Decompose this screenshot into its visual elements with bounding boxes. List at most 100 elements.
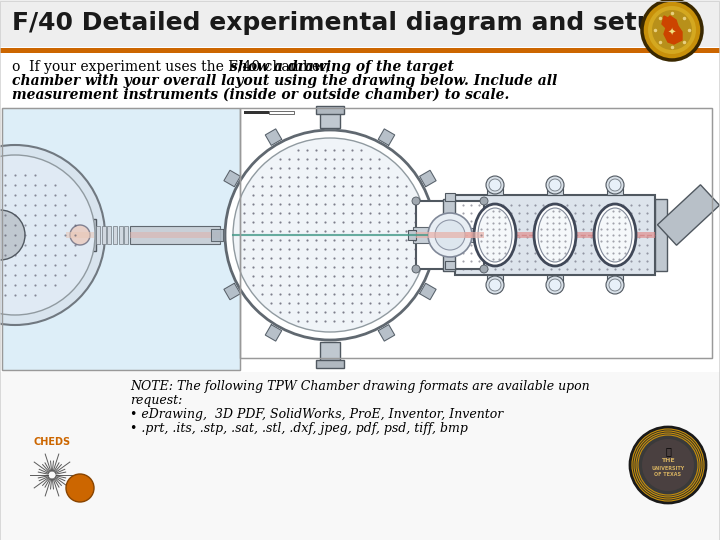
Ellipse shape [534, 204, 576, 266]
Text: measurement instruments (inside or outside chamber) to scale.: measurement instruments (inside or outsi… [12, 88, 509, 102]
Text: ✦: ✦ [668, 28, 676, 38]
Polygon shape [224, 284, 240, 300]
Bar [484, 230, 492, 240]
Circle shape [630, 427, 706, 503]
Bar [320, 342, 340, 360]
Ellipse shape [598, 208, 632, 262]
Bar [416, 201, 484, 269]
Circle shape [435, 220, 465, 250]
Polygon shape [324, 116, 336, 128]
Bar [0, 48, 720, 53]
Polygon shape [420, 284, 436, 300]
Ellipse shape [474, 204, 516, 266]
Text: request:: request: [130, 394, 182, 407]
Circle shape [0, 145, 105, 325]
Circle shape [70, 225, 90, 245]
Bar [316, 106, 344, 114]
Circle shape [546, 176, 564, 194]
Polygon shape [657, 185, 719, 245]
Bar [320, 110, 340, 128]
Bar [455, 232, 655, 238]
Bar [96, 226, 100, 244]
Circle shape [66, 474, 94, 502]
Circle shape [609, 279, 621, 291]
Circle shape [642, 439, 694, 491]
Text: show a drawing of the target: show a drawing of the target [230, 60, 454, 74]
Circle shape [428, 213, 472, 257]
Text: chamber with your overall layout using the drawing below. Include all: chamber with your overall layout using t… [12, 74, 557, 88]
Circle shape [606, 176, 624, 194]
Circle shape [609, 179, 621, 191]
Polygon shape [378, 325, 395, 341]
Bar [413, 227, 442, 243]
Circle shape [480, 197, 488, 205]
Polygon shape [420, 170, 436, 187]
Circle shape [549, 179, 561, 191]
Text: F/40 Detailed experimental diagram and setup: F/40 Detailed experimental diagram and s… [12, 11, 672, 35]
Circle shape [549, 279, 561, 291]
Bar [240, 108, 712, 358]
Bar [455, 195, 655, 275]
Text: NOTE: The following TPW Chamber drawing formats are available upon: NOTE: The following TPW Chamber drawing … [130, 380, 590, 393]
Circle shape [606, 276, 624, 294]
Bar [443, 199, 455, 271]
Text: 🤘: 🤘 [665, 446, 671, 456]
Polygon shape [265, 325, 282, 341]
Circle shape [486, 176, 504, 194]
Bar [102, 226, 106, 244]
Bar [119, 226, 122, 244]
Bar [445, 193, 455, 201]
Text: CHEDS: CHEDS [33, 437, 71, 447]
Bar [607, 185, 623, 195]
Bar [269, 111, 294, 114]
Polygon shape [265, 129, 282, 145]
Bar [2, 108, 240, 370]
Bar [125, 226, 128, 244]
Circle shape [412, 265, 420, 273]
Bar [0, 210, 25, 260]
Bar [487, 275, 503, 285]
Bar [0, 0, 720, 47]
Bar [607, 275, 623, 285]
Polygon shape [224, 170, 240, 187]
Text: THE: THE [661, 458, 675, 463]
Bar [113, 226, 117, 244]
Ellipse shape [594, 204, 636, 266]
Text: UNIVERSITY: UNIVERSITY [652, 465, 685, 470]
Polygon shape [437, 229, 449, 241]
Circle shape [486, 276, 504, 294]
Bar [75, 251, 85, 263]
Text: OF TEXAS: OF TEXAS [654, 471, 682, 476]
Circle shape [546, 276, 564, 294]
Text: • .prt, .its, .stp, .sat, .stl, .dxf, jpeg, pdf, psd, tiff, bmp: • .prt, .its, .stp, .sat, .stl, .dxf, jp… [130, 422, 468, 435]
Bar [443, 228, 492, 242]
Ellipse shape [478, 208, 512, 262]
Circle shape [225, 130, 435, 340]
Circle shape [652, 10, 692, 50]
Bar [487, 185, 503, 195]
Bar [130, 232, 220, 238]
Circle shape [480, 265, 488, 273]
Circle shape [0, 155, 95, 315]
Bar [240, 108, 712, 358]
Circle shape [0, 210, 25, 260]
Circle shape [489, 179, 501, 191]
Text: • eDrawing,  3D PDF, SolidWorks, ProE, Inventor, Inventor: • eDrawing, 3D PDF, SolidWorks, ProE, In… [130, 408, 503, 421]
Polygon shape [211, 229, 223, 241]
Bar [107, 226, 112, 244]
Circle shape [648, 6, 696, 54]
Ellipse shape [538, 208, 572, 262]
Circle shape [233, 138, 427, 332]
Bar [22, 225, 72, 245]
Bar [408, 230, 416, 240]
Bar [416, 232, 484, 238]
Circle shape [636, 433, 700, 497]
Polygon shape [324, 342, 336, 354]
Bar [547, 275, 563, 285]
Circle shape [412, 197, 420, 205]
Bar [64, 219, 96, 251]
Bar [75, 207, 85, 219]
Bar [66, 232, 94, 238]
Text: o  If your experiment uses the F/40 chamber,: o If your experiment uses the F/40 chamb… [12, 60, 334, 74]
Bar [655, 199, 667, 271]
